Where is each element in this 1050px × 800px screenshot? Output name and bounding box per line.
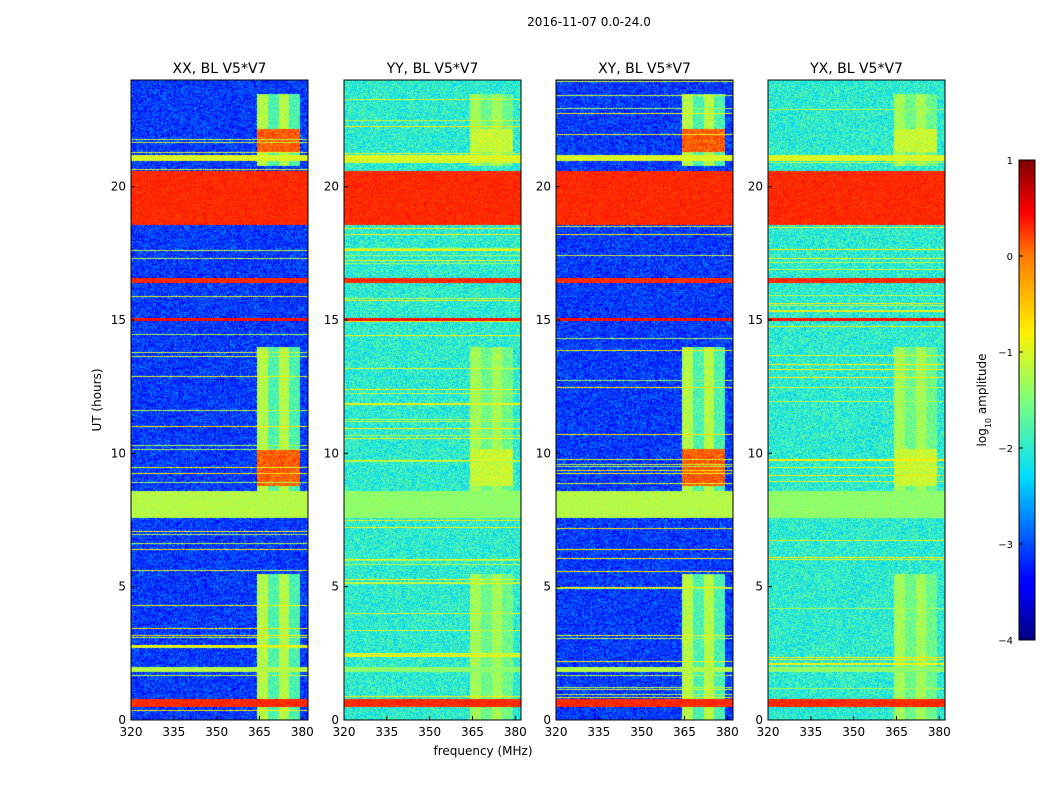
x-tick-label: 350 (630, 725, 653, 739)
colorbar-label: log10 amplitude (975, 354, 993, 447)
x-tick-label: 350 (205, 725, 228, 739)
colorbar-tick-label: −2 (998, 444, 1013, 455)
x-axis-label: frequency (MHz) (433, 744, 532, 758)
colorbar-tick-label: −3 (998, 540, 1013, 551)
y-tick-label: 15 (748, 313, 763, 327)
panel-4: YX, BL V5*V7 320 335 350 365 380 0 5 10 15 20 (748, 61, 951, 739)
x-tick-label: 350 (418, 725, 441, 739)
x-tick-label: 365 (885, 725, 908, 739)
y-tick-label: 0 (118, 713, 126, 727)
x-tick-label: 380 (928, 725, 951, 739)
y-tick-label: 5 (331, 580, 339, 594)
x-tick-label: 365 (673, 725, 696, 739)
y-tick-label: 5 (543, 580, 551, 594)
x-tick-label: 335 (799, 725, 822, 739)
colorbar-tick-label: −1 (998, 348, 1013, 359)
y-tick-label: 5 (755, 580, 763, 594)
panel-heatmap-image (131, 80, 308, 720)
colorbar-tick-label: −4 (998, 636, 1013, 647)
panel-2: YY, BL V5*V7 320 335 350 365 380 0 5 10 15 20 (324, 61, 527, 739)
panel-heatmap-image (344, 80, 521, 720)
panel-frame (555, 79, 734, 721)
y-tick-label: 10 (536, 446, 551, 460)
colorbar-label-rest: amplitude (975, 354, 989, 418)
panel-heatmap-image (768, 80, 945, 720)
y-tick-label: 0 (755, 713, 763, 727)
y-tick-label: 0 (331, 713, 339, 727)
panel-frame (130, 79, 309, 721)
x-tick-label: 320 (545, 725, 568, 739)
y-tick-label: 20 (111, 180, 126, 194)
panel-frame (343, 79, 522, 721)
colorbar-gradient-bar (1018, 159, 1036, 641)
y-tick-label: 20 (748, 180, 763, 194)
x-tick-label: 320 (120, 725, 143, 739)
y-axis-label: UT (hours) (90, 368, 104, 431)
y-tick-label: 15 (536, 313, 551, 327)
figure-suptitle: 2016-11-07 0.0-24.0 (527, 15, 651, 29)
y-tick-label: 10 (748, 446, 763, 460)
panel-3: XY, BL V5*V7 320 335 350 365 380 0 5 10 15 20 (536, 61, 739, 739)
x-tick-label: 365 (248, 725, 271, 739)
x-tick-label: 365 (461, 725, 484, 739)
panel-title: XY, BL V5*V7 (598, 61, 691, 77)
x-tick-label: 335 (375, 725, 398, 739)
x-tick-label: 335 (162, 725, 185, 739)
x-tick-label: 380 (504, 725, 527, 739)
panel-1: XX, BL V5*V7 320 335 350 365 380 0 5 10 15 20 (111, 61, 314, 739)
x-tick-label: 380 (716, 725, 739, 739)
colorbar-ticks: 1 0 −1 −2 −3 −4 (998, 156, 1023, 647)
y-tick-label: 10 (324, 446, 339, 460)
colorbar-tick-label: 1 (1007, 156, 1013, 167)
x-tick-label: 380 (291, 725, 314, 739)
y-tick-label: 5 (118, 580, 126, 594)
y-tick-label: 20 (324, 180, 339, 194)
x-tick-label: 320 (757, 725, 780, 739)
x-tick-label: 320 (333, 725, 356, 739)
colorbar-tick-label: 0 (1007, 252, 1013, 263)
panel-title: YY, BL V5*V7 (386, 61, 479, 77)
colorbar: 10−1−2−3−4 log10 amplitude (975, 156, 1036, 647)
panel-frame (767, 79, 946, 721)
y-tick-label: 15 (111, 313, 126, 327)
panel-heatmap-image (556, 80, 733, 720)
y-tick-label: 0 (543, 713, 551, 727)
y-tick-label: 15 (324, 313, 339, 327)
x-tick-label: 350 (842, 725, 865, 739)
colorbar-label-main: log (975, 428, 989, 446)
y-tick-label: 20 (536, 180, 551, 194)
panel-title: YX, BL V5*V7 (809, 61, 903, 77)
y-tick-label: 10 (111, 446, 126, 460)
x-tick-label: 335 (587, 725, 610, 739)
panel-title: XX, BL V5*V7 (173, 61, 267, 77)
colorbar-label-sub: 10 (984, 418, 993, 428)
